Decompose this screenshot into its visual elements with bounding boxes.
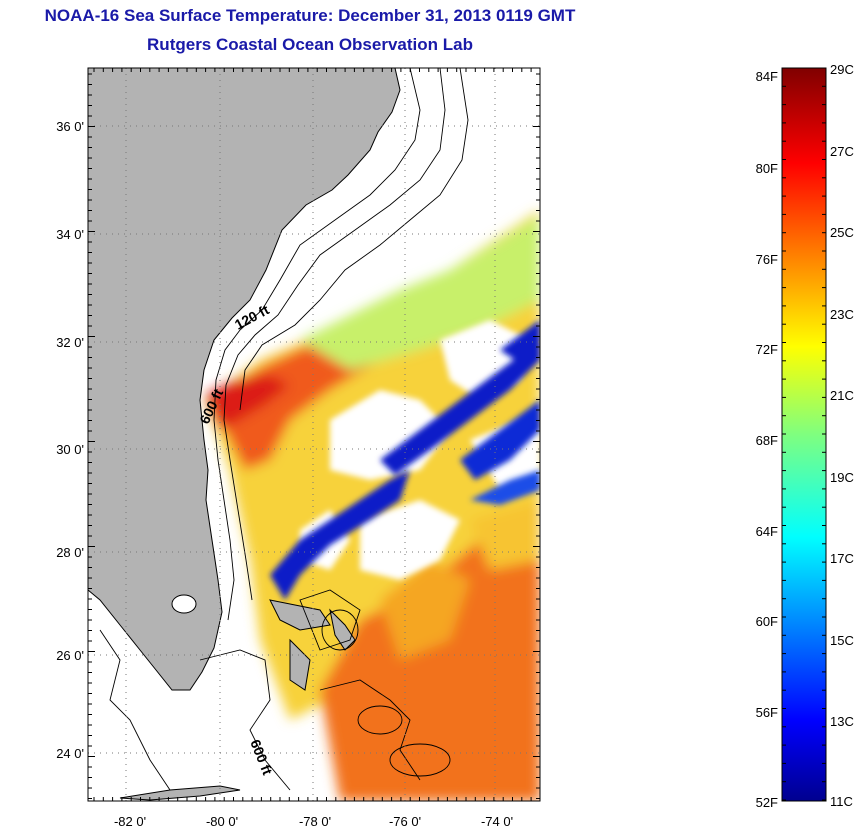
map-area: 120 ft 600 ft 600 ft <box>88 68 540 801</box>
fahrenheit-label: 76F <box>756 252 778 267</box>
celsius-label: 11C <box>830 794 853 809</box>
fahrenheit-label: 72F <box>756 342 778 357</box>
axis-ticks <box>88 68 540 801</box>
cold-bands <box>270 320 540 600</box>
fahrenheit-label: 52F <box>756 795 778 810</box>
lon-label: -80 0' <box>206 814 238 829</box>
celsius-label: 27C <box>830 144 854 159</box>
lat-label: 30 0' <box>56 442 84 457</box>
lat-label: 24 0' <box>56 746 84 761</box>
celsius-label: 25C <box>830 225 854 240</box>
celsius-label: 15C <box>830 633 854 648</box>
bathymetry-contours <box>99 68 469 791</box>
map-title: NOAA-16 Sea Surface Temperature: Decembe… <box>44 6 576 25</box>
fahrenheit-label: 84F <box>756 69 778 84</box>
lat-label: 32 0' <box>56 335 84 350</box>
celsius-label: 21C <box>830 388 854 403</box>
map-subtitle: Rutgers Coastal Ocean Observation Lab <box>147 35 473 54</box>
fahrenheit-label: 64F <box>756 524 778 539</box>
fahrenheit-label: 60F <box>756 614 778 629</box>
fahrenheit-label: 68F <box>756 433 778 448</box>
celsius-label: 23C <box>830 307 854 322</box>
celsius-label: 29C <box>830 62 854 77</box>
colorbar-gradient <box>781 67 827 802</box>
celsius-label: 19C <box>830 470 854 485</box>
lat-label: 26 0' <box>56 648 84 663</box>
lon-label: -76 0' <box>389 814 421 829</box>
lat-label: 28 0' <box>56 545 84 560</box>
map-frame <box>87 67 541 802</box>
celsius-label: 13C <box>830 714 854 729</box>
colorbar-fahrenheit-labels: 84F 80F 76F 72F 68F 64F 60F 56F 52F <box>756 69 778 810</box>
latitude-labels: 36 0' 34 0' 32 0' 30 0' 28 0' 26 0' 24 0… <box>56 119 84 761</box>
lon-label: -82 0' <box>114 814 146 829</box>
lon-label: -74 0' <box>481 814 513 829</box>
fahrenheit-label: 80F <box>756 161 778 176</box>
celsius-label: 17C <box>830 551 854 566</box>
colorbar-celsius-labels: 29C 27C 25C 23C 21C 19C 17C 15C 13C 11C <box>830 62 854 809</box>
sst-swath <box>205 210 540 801</box>
colorbar-ticks <box>782 67 826 801</box>
colorbar: 84F 80F 76F 72F 68F 64F 60F 56F 52F 29C … <box>756 62 854 810</box>
fahrenheit-label: 56F <box>756 705 778 720</box>
longitude-labels: -82 0' -80 0' -78 0' -76 0' -74 0' <box>114 814 513 829</box>
graticule <box>88 68 540 801</box>
lat-label: 34 0' <box>56 227 84 242</box>
lon-label: -78 0' <box>299 814 331 829</box>
lat-label: 36 0' <box>56 119 84 134</box>
